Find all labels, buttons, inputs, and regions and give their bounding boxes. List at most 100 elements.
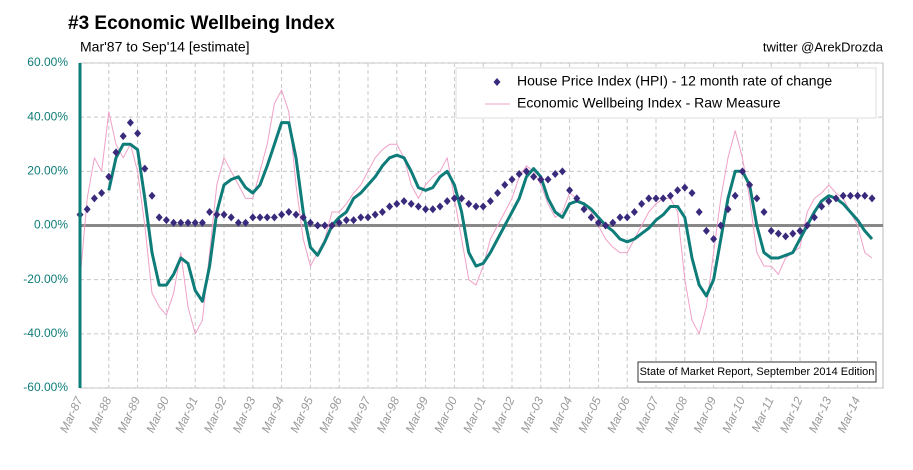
x-tick-label: Mar-99 xyxy=(403,394,432,434)
hpi-point xyxy=(580,205,588,214)
hpi-point xyxy=(162,216,170,225)
hpi-point xyxy=(659,194,667,203)
hpi-point xyxy=(335,218,343,227)
hpi-point xyxy=(839,191,847,200)
hpi-point xyxy=(371,210,379,219)
series-line xyxy=(107,121,874,303)
hpi-point xyxy=(846,191,854,200)
x-tick-label: Mar-02 xyxy=(489,394,518,434)
hpi-point xyxy=(724,205,732,214)
hpi-point xyxy=(407,199,415,208)
hpi-point xyxy=(782,232,790,241)
x-tick-label: Mar-88 xyxy=(86,394,115,434)
y-tick-label: -40.00% xyxy=(23,326,68,340)
hpi-point xyxy=(674,186,682,195)
x-tick-label: Mar-01 xyxy=(460,395,489,435)
hpi-point xyxy=(393,199,401,208)
hpi-point xyxy=(544,175,552,184)
chart-title: #3 Economic Wellbeing Index xyxy=(68,13,335,34)
hpi-point xyxy=(515,170,523,179)
hpi-point xyxy=(350,216,358,225)
hpi-point xyxy=(537,175,545,184)
legend-box xyxy=(455,67,877,119)
hpi-point xyxy=(486,197,494,206)
hpi-point xyxy=(292,210,300,219)
x-tick-label: Mar-08 xyxy=(662,394,691,434)
source-note: State of Market Report, September 2014 E… xyxy=(640,366,875,378)
y-tick-label: -20.00% xyxy=(23,272,68,286)
hpi-point xyxy=(242,218,250,227)
y-tick-label: 40.00% xyxy=(27,109,68,123)
hpi-point xyxy=(630,207,638,216)
hpi-point xyxy=(98,189,106,197)
hpi-point xyxy=(184,218,192,227)
chart-subtitle: Mar'87 to Sep'14 [estimate] xyxy=(80,39,250,55)
hpi-point xyxy=(731,191,739,200)
x-tick-label: Mar-03 xyxy=(518,394,547,434)
hpi-point xyxy=(450,194,458,203)
hpi-point xyxy=(702,226,710,235)
hpi-point xyxy=(321,221,329,230)
hpi-point xyxy=(170,218,178,227)
x-tick-label: Mar-07 xyxy=(633,393,662,434)
hpi-point xyxy=(285,207,293,216)
hpi-point xyxy=(695,207,703,216)
hpi-point xyxy=(587,213,595,222)
hpi-point xyxy=(278,210,286,219)
hpi-point xyxy=(357,213,365,222)
hpi-point xyxy=(710,235,718,244)
x-tick-label: Mar-09 xyxy=(691,394,720,434)
x-tick-label: Mar-06 xyxy=(604,394,633,434)
legend-label: House Price Index (HPI) - 12 month rate … xyxy=(517,73,832,89)
hpi-point xyxy=(141,164,149,173)
hpi-point xyxy=(270,213,278,222)
hpi-point xyxy=(551,170,559,179)
hpi-point xyxy=(688,189,696,197)
hpi-point xyxy=(299,213,307,222)
hpi-point xyxy=(227,213,235,222)
hpi-point xyxy=(249,213,257,222)
hpi-point xyxy=(717,221,725,230)
hpi-point xyxy=(666,191,674,200)
legend-swatch xyxy=(493,78,501,86)
hpi-point xyxy=(609,218,617,227)
hpi-point xyxy=(530,172,538,181)
hpi-point xyxy=(789,229,797,238)
hpi-point xyxy=(177,218,185,227)
x-tick-label: Mar-91 xyxy=(172,395,201,435)
y-tick-label: 60.00% xyxy=(27,55,68,69)
hpi-point xyxy=(119,132,127,141)
hpi-point xyxy=(112,148,120,157)
x-tick-label: Mar-11 xyxy=(749,395,777,434)
x-tick-label: Mar-14 xyxy=(835,394,864,434)
hpi-point xyxy=(443,197,451,206)
hpi-point xyxy=(458,194,466,203)
hpi-point xyxy=(573,194,581,203)
hpi-point xyxy=(774,229,782,238)
series-line xyxy=(79,89,873,335)
hpi-point xyxy=(206,207,214,216)
hpi-point xyxy=(602,221,610,230)
hpi-point xyxy=(364,213,372,222)
x-tick-label: Mar-93 xyxy=(230,394,259,434)
x-tick-label: Mar-98 xyxy=(374,394,403,434)
x-tick-label: Mar-87 xyxy=(57,393,86,434)
x-tick-label: Mar-90 xyxy=(143,394,172,434)
hpi-point xyxy=(868,194,876,203)
hpi-point xyxy=(738,167,746,176)
hpi-point xyxy=(314,221,322,230)
hpi-point xyxy=(566,186,574,195)
hpi-point xyxy=(522,167,530,176)
x-tick-label: Mar-00 xyxy=(431,394,460,434)
hpi-point xyxy=(479,202,487,211)
hpi-point xyxy=(126,118,134,127)
x-tick-label: Mar-95 xyxy=(287,394,316,434)
x-tick-label: Mar-05 xyxy=(575,394,604,434)
hpi-point xyxy=(155,213,163,222)
hpi-point xyxy=(213,210,221,219)
x-tick-label: Mar-94 xyxy=(259,394,288,434)
x-tick-label: Mar-04 xyxy=(547,394,576,434)
hpi-point xyxy=(681,183,689,192)
x-tick-label: Mar-92 xyxy=(201,394,230,434)
